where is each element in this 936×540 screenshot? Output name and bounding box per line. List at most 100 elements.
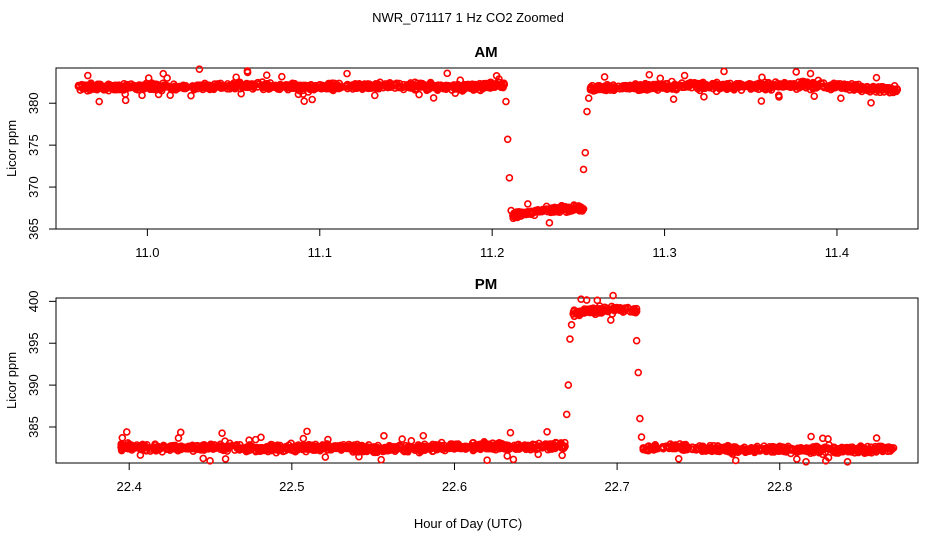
pm-y-axis: 385 390 395 400 bbox=[26, 290, 57, 438]
data-point bbox=[815, 82, 823, 91]
data-point bbox=[423, 86, 431, 95]
x-tick-label: 22.4 bbox=[117, 479, 142, 494]
data-point bbox=[303, 427, 311, 436]
y-tick-label: 385 bbox=[26, 416, 41, 438]
data-point bbox=[391, 447, 399, 456]
data-point bbox=[236, 444, 245, 453]
data-point bbox=[607, 316, 615, 324]
data-point bbox=[818, 434, 827, 443]
data-point bbox=[845, 83, 854, 92]
data-point bbox=[364, 441, 373, 449]
data-point bbox=[843, 443, 851, 452]
data-point bbox=[455, 444, 463, 452]
data-point bbox=[395, 83, 403, 92]
data-point bbox=[680, 71, 689, 80]
data-point bbox=[562, 204, 571, 212]
data-point bbox=[758, 73, 766, 82]
data-point bbox=[214, 82, 223, 90]
data-point bbox=[527, 207, 535, 216]
data-point bbox=[770, 445, 778, 453]
data-point bbox=[818, 446, 826, 455]
data-point bbox=[364, 445, 372, 454]
data-point bbox=[689, 445, 697, 454]
data-point bbox=[181, 84, 190, 93]
data-point bbox=[839, 447, 847, 456]
data-point bbox=[448, 83, 457, 91]
data-point bbox=[162, 445, 171, 454]
data-point bbox=[481, 439, 489, 448]
data-point bbox=[133, 85, 142, 94]
data-point bbox=[869, 447, 877, 455]
data-point bbox=[434, 81, 442, 89]
data-point bbox=[744, 445, 752, 454]
data-point bbox=[613, 305, 622, 313]
data-point bbox=[695, 79, 704, 88]
data-point bbox=[654, 80, 662, 89]
data-point bbox=[867, 85, 875, 94]
data-point bbox=[637, 433, 646, 441]
data-point bbox=[290, 84, 298, 92]
data-point bbox=[189, 442, 197, 450]
data-point bbox=[604, 306, 612, 314]
data-point bbox=[536, 207, 544, 215]
data-point bbox=[561, 438, 569, 447]
data-point bbox=[543, 427, 551, 436]
data-point bbox=[581, 148, 590, 157]
data-point bbox=[626, 81, 634, 90]
data-point bbox=[415, 82, 424, 90]
data-point bbox=[849, 84, 858, 93]
data-point bbox=[783, 446, 791, 454]
data-point bbox=[695, 83, 704, 92]
data-point bbox=[620, 307, 629, 315]
data-point bbox=[654, 444, 662, 453]
data-point bbox=[334, 83, 343, 92]
data-point bbox=[884, 443, 893, 451]
data-point bbox=[757, 97, 766, 105]
data-point bbox=[860, 444, 869, 453]
data-point bbox=[187, 91, 195, 100]
data-point bbox=[265, 81, 273, 90]
data-point bbox=[200, 440, 208, 449]
data-point bbox=[331, 83, 340, 91]
data-point bbox=[579, 165, 588, 174]
data-point bbox=[257, 433, 265, 442]
data-point bbox=[589, 87, 598, 95]
data-point bbox=[500, 79, 508, 88]
data-point bbox=[304, 443, 312, 452]
data-point bbox=[570, 306, 578, 315]
data-point bbox=[643, 445, 652, 453]
data-point bbox=[506, 428, 515, 437]
data-point bbox=[505, 174, 514, 182]
data-point bbox=[398, 435, 406, 443]
data-point bbox=[731, 445, 740, 454]
data-point bbox=[333, 442, 341, 451]
data-point bbox=[370, 91, 379, 100]
data-point bbox=[526, 442, 534, 450]
y-tick-label: 395 bbox=[26, 332, 41, 354]
data-point bbox=[499, 83, 507, 92]
data-point bbox=[262, 71, 271, 79]
data-point bbox=[558, 451, 566, 460]
data-point bbox=[173, 446, 182, 454]
data-point bbox=[434, 442, 443, 451]
data-point bbox=[152, 84, 160, 93]
data-point bbox=[522, 443, 531, 451]
x-tick-label: 11.2 bbox=[480, 245, 504, 260]
data-point bbox=[307, 81, 315, 89]
data-point bbox=[792, 446, 801, 455]
data-point bbox=[380, 432, 388, 440]
x-tick-label: 11.1 bbox=[308, 245, 332, 260]
data-point bbox=[803, 78, 812, 86]
data-point bbox=[792, 68, 801, 76]
data-point bbox=[299, 434, 308, 443]
data-point bbox=[118, 433, 127, 442]
data-point bbox=[642, 80, 651, 89]
data-point bbox=[517, 443, 526, 451]
data-point bbox=[668, 442, 677, 450]
data-point bbox=[106, 81, 114, 90]
data-point bbox=[502, 97, 510, 106]
data-point bbox=[253, 444, 261, 453]
data-point bbox=[671, 80, 679, 89]
am-panel: AM Licor ppm 11.0 11.1 11.2 11.3 11.4 365 370… bbox=[4, 44, 919, 260]
data-point bbox=[887, 84, 895, 93]
